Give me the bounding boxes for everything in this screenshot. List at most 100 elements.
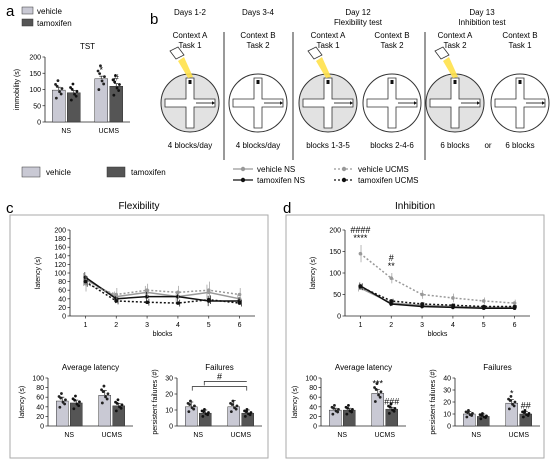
chart-c-avg-tamoxifen-1-dot-6 [115, 402, 119, 405]
block-label-3: blocks 2-4-6 [370, 141, 414, 150]
chart-d-avg-tamoxifen-1-dot-5 [391, 408, 394, 412]
chart-a-tst-vehicle-1-dot-6 [98, 72, 102, 75]
chart-d-fail-vehicle-0-dot-6 [466, 411, 470, 414]
chart-d-fail-tamoxifen-1-dot-2 [523, 409, 527, 412]
chart-d-fail-vehicle-1-dot-3 [513, 400, 517, 404]
legend-tamoxifen-ucms-label: tamoxifen UCMS [358, 176, 418, 185]
chart-c-line-ytick-label-6: 120 [54, 262, 66, 269]
chart-d-avg-vehicle-1-dot-2 [375, 382, 379, 385]
block-label-2: blocks 1-3-5 [306, 141, 350, 150]
chart-d-line-annot-2: # [389, 253, 394, 263]
chart-c-line-xtick-label-0: 1 [83, 322, 87, 329]
chart-d-avg-ytick-label-5: 100 [305, 376, 317, 383]
day-label-2: Days 3-4 [242, 8, 275, 17]
chart-a-tst-vehicle-1-dot-3 [103, 75, 106, 79]
chart-a-tst-vehicle-1-dot-2 [99, 64, 102, 68]
chart-d-fail-vehicle-0-dot-2 [467, 409, 470, 412]
path-arrowhead-2 [350, 101, 353, 105]
path-arrowhead-1 [280, 101, 283, 105]
context-label-5: Context B [502, 31, 537, 40]
chart-d-fail-xtick-label-1: UCMS [508, 432, 529, 439]
panel-letter-b: b [150, 11, 158, 28]
chart-c-fail-ytick-label-1: 10 [165, 408, 173, 415]
block-label-6: 6 blocks [505, 141, 534, 150]
chart-c-avg-vehicle-0-dot-2 [60, 392, 63, 395]
plus-maze-4 [429, 77, 481, 129]
chart-c-line-xtick-label-1: 2 [114, 322, 118, 329]
panel-c-title: Flexibility [118, 201, 159, 212]
chart-d-avg-title: Average latency [335, 363, 392, 372]
chart-d-line-point-3-1 [389, 299, 394, 303]
chart-a-tst-tamoxifen-0-dot-2 [71, 82, 75, 86]
chart-c-fail-vehicle-0-dot-4 [187, 410, 191, 413]
light-beam-2 [316, 57, 331, 78]
context-label-0: Context A [173, 31, 208, 40]
chart-a-tst-title: TST [80, 42, 95, 51]
light-beam-0 [178, 57, 193, 78]
chart-c-fail-tamoxifen-0-dot-2 [203, 407, 206, 411]
chart-c-line-ytick-label-10: 200 [54, 228, 66, 235]
chart-c-avg-ytick-label-5: 100 [32, 376, 44, 383]
legend-a-vehicle-swatch [21, 6, 34, 15]
chart-a-tst-tamoxifen-0-dot-6 [70, 87, 74, 91]
legend-vehicle-ns-marker [240, 166, 246, 172]
chart-a-tst-bar-vehicle-0 [52, 89, 66, 123]
panel-letter-c: c [6, 200, 14, 217]
chart-d-fail-vehicle-1-dot-4 [507, 407, 511, 411]
chart-d-avg-vehicle-1-dot-0 [373, 386, 376, 389]
chart-a-tst-tamoxifen-1-dot-3 [118, 83, 121, 86]
chart-c-line-ytick-label-1: 20 [58, 305, 66, 312]
chart-d-line-point-2-0 [358, 251, 363, 256]
chart-c-fail-bar-vehicle-1 [227, 406, 240, 427]
chart-c-fail-xtick-label-1: UCMS [230, 432, 251, 439]
chart-d-line-point-2-2 [420, 292, 424, 297]
chart-c-fail-tamoxifen-0-dot-3 [207, 411, 210, 414]
panel-d-frame [285, 214, 545, 459]
chart-d-line-point-2-5 [512, 301, 517, 305]
chart-c-avg-ytick-label-4: 80 [36, 385, 44, 392]
chart-d-fail-vehicle-1-dot-5 [511, 402, 514, 406]
chart-d-line-point-3-2 [420, 302, 424, 306]
chart-a-tst-xtick-label-1: UCMS [98, 128, 119, 135]
lamp-icon-2 [307, 46, 323, 60]
chart-c-avg-vehicle-1-dot-5 [104, 395, 107, 399]
chart-c-fail-bracket-outer [191, 386, 248, 391]
chart-d-fail-tamoxifen-1-dot-4 [521, 415, 525, 419]
chart-c-line-point-3-2 [145, 300, 149, 305]
chart-c-fail-bracket-inner [203, 381, 247, 386]
chart-c-avg-bar-vehicle-1 [98, 395, 111, 427]
chart-d-avg-tamoxifen-0-dot-3 [351, 407, 354, 411]
chart-d-fail-bar-vehicle-1 [505, 402, 518, 427]
chart-d-fail-vehicle-1-dot-6 [508, 399, 512, 402]
context-label-2: Context A [311, 31, 346, 40]
chart-a-tst-tamoxifen-1-dot-5 [115, 86, 119, 90]
chart-c-avg-xtick-label-1: UCMS [101, 432, 122, 439]
chart-d-line-xtick-label-5: 6 [513, 322, 517, 329]
chart-d-avg-ytick-label-1: 20 [309, 414, 317, 421]
chart-d-line-xtick-label-4: 5 [482, 322, 486, 329]
chart-c-avg-ytick-label-0: 0 [40, 424, 44, 431]
chart-d-line-annot-1: **** [353, 233, 368, 243]
task-label-2: Task 1 [316, 41, 340, 50]
chart-c-fail-vehicle-0-dot-2 [189, 399, 192, 403]
chart-d-avg-tamoxifen-1-dot-6 [388, 405, 392, 409]
chart-a-tst-vehicle-1-dot-1 [102, 82, 106, 86]
chart-d-fail-ytick-label-2: 20 [443, 400, 451, 407]
chart-d-avg-vehicle-0-dot-5 [334, 409, 338, 413]
chart-c-avg-vehicle-1-dot-6 [101, 390, 105, 393]
chart-d-fail: Failures 0 10 20 30 40 persistent failures (#)… [430, 363, 540, 439]
chart-d-fail-vehicle-0-dot-5 [468, 413, 472, 416]
test-label-flex: Flexibility test [334, 18, 383, 27]
chart-c-fail-tamoxifen-1-dot-5 [247, 412, 250, 416]
chart-d-avg-xtick-label-1: UCMS [374, 432, 395, 439]
chart-a-tst-annot-1: # [114, 73, 119, 83]
chart-c-line-ylabel: latency (s) [35, 257, 42, 289]
start-marker-3 [390, 80, 394, 84]
chart-c-avg-ytick-label-1: 20 [36, 414, 44, 421]
chart-c-line-ytick-label-2: 40 [58, 296, 66, 303]
chart-a-tst-vehicle-0-dot-2 [56, 79, 60, 82]
block-label-4: 6 blocks [440, 141, 469, 150]
chart-a-tst-bar-tamoxifen-0 [67, 92, 81, 123]
